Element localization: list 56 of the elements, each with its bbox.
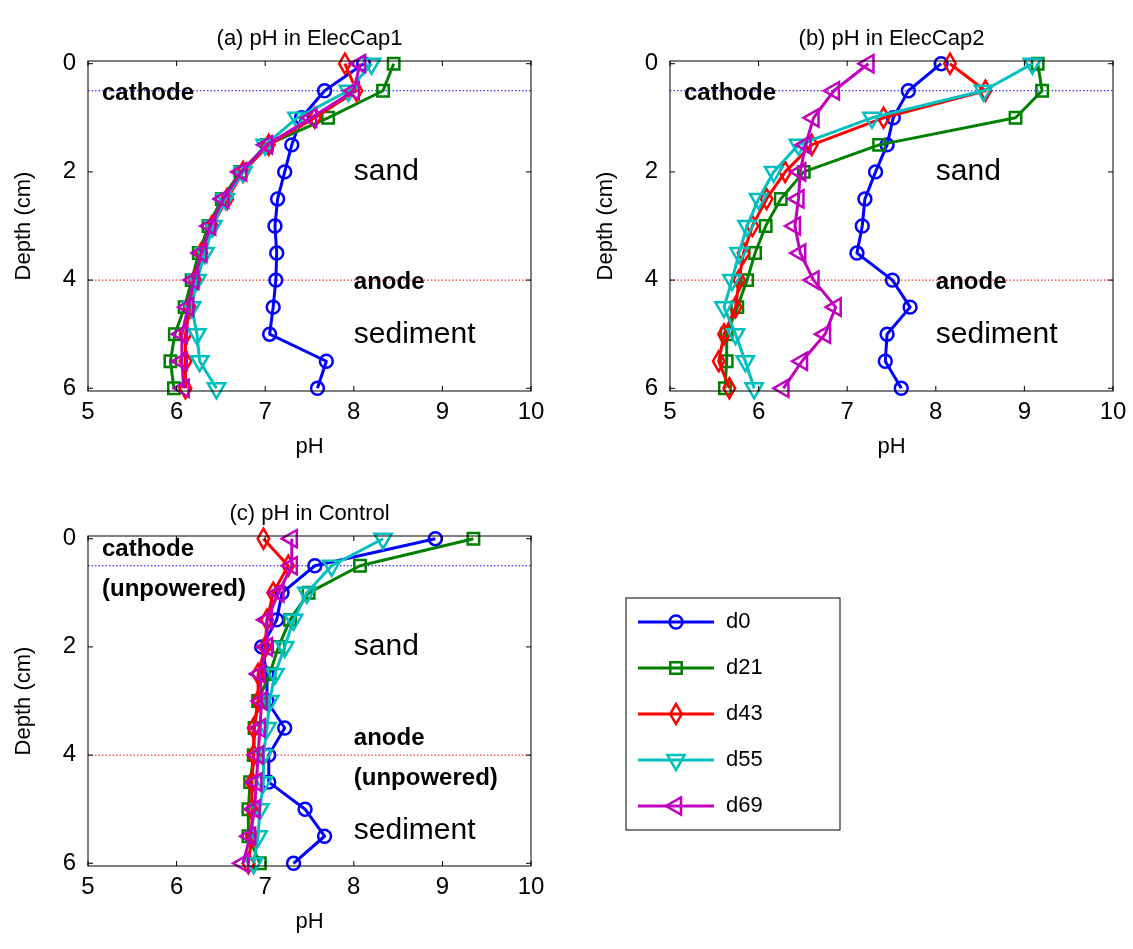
x-tick-label: 8 bbox=[929, 397, 943, 424]
y-tick-label: 0 bbox=[62, 48, 76, 76]
y-tick-label: 0 bbox=[62, 523, 76, 551]
legend-label: d55 bbox=[726, 745, 763, 771]
y-tick-label: 4 bbox=[644, 264, 658, 292]
y-tick-label: 4 bbox=[62, 739, 76, 767]
x-tick-label: 10 bbox=[517, 397, 545, 424]
y-tick-label: 4 bbox=[62, 264, 76, 292]
y-axis-title: Depth (cm) bbox=[10, 171, 35, 281]
legend-label: d21 bbox=[726, 653, 763, 679]
x-tick-label: 9 bbox=[435, 872, 450, 899]
annotation: sediment bbox=[353, 812, 477, 846]
x-tick-label: 9 bbox=[1017, 397, 1032, 424]
x-tick-label: 5 bbox=[663, 397, 677, 424]
x-tick-label: 8 bbox=[347, 872, 361, 899]
x-tick-label: 6 bbox=[751, 397, 766, 424]
chart-title: (c) pH in Control bbox=[229, 500, 390, 525]
y-tick-label: 0 bbox=[644, 48, 658, 76]
ref-line-label: anode bbox=[935, 267, 1007, 295]
y-tick-label: 2 bbox=[62, 631, 76, 659]
annotation: sediment bbox=[935, 316, 1059, 350]
x-tick-label: 5 bbox=[81, 872, 95, 899]
ref-line-label: cathode (unpowered) bbox=[102, 533, 246, 601]
ref-line-label: anode bbox=[353, 267, 425, 295]
x-tick-label: 7 bbox=[840, 397, 854, 424]
y-tick-label: 6 bbox=[644, 372, 658, 400]
x-tick-label: 10 bbox=[1099, 397, 1127, 424]
x-tick-label: 10 bbox=[517, 872, 545, 899]
annotation: sand bbox=[935, 153, 1001, 187]
x-tick-label: 5 bbox=[81, 397, 95, 424]
x-tick-label: 7 bbox=[258, 397, 272, 424]
chart-title: (b) pH in ElecCap2 bbox=[798, 25, 985, 50]
annotation: sand bbox=[353, 153, 419, 187]
y-axis-title: Depth (cm) bbox=[10, 646, 35, 756]
y-axis-title: Depth (cm) bbox=[592, 171, 617, 281]
ref-line-label: cathode bbox=[102, 77, 195, 105]
y-tick-label: 6 bbox=[62, 372, 76, 400]
x-tick-label: 7 bbox=[258, 872, 272, 899]
x-tick-label: 9 bbox=[435, 397, 450, 424]
x-axis-title: pH bbox=[877, 433, 906, 458]
legend-label: d0 bbox=[726, 607, 751, 633]
x-axis-title: pH bbox=[295, 908, 324, 933]
ref-line-label: anode (unpowered) bbox=[353, 723, 498, 791]
ref-line-label: cathode bbox=[684, 77, 777, 105]
annotation: sediment bbox=[353, 316, 477, 350]
x-axis-title: pH bbox=[295, 433, 324, 458]
annotation: sand bbox=[353, 628, 419, 662]
chart-title: (a) pH in ElecCap1 bbox=[216, 25, 403, 50]
legend-label: d43 bbox=[726, 699, 763, 725]
x-tick-label: 6 bbox=[169, 872, 184, 899]
y-tick-label: 2 bbox=[644, 156, 658, 184]
y-tick-label: 6 bbox=[62, 847, 76, 875]
x-tick-label: 8 bbox=[347, 397, 361, 424]
legend-label: d69 bbox=[726, 791, 763, 817]
x-tick-label: 6 bbox=[169, 397, 184, 424]
y-tick-label: 2 bbox=[62, 156, 76, 184]
